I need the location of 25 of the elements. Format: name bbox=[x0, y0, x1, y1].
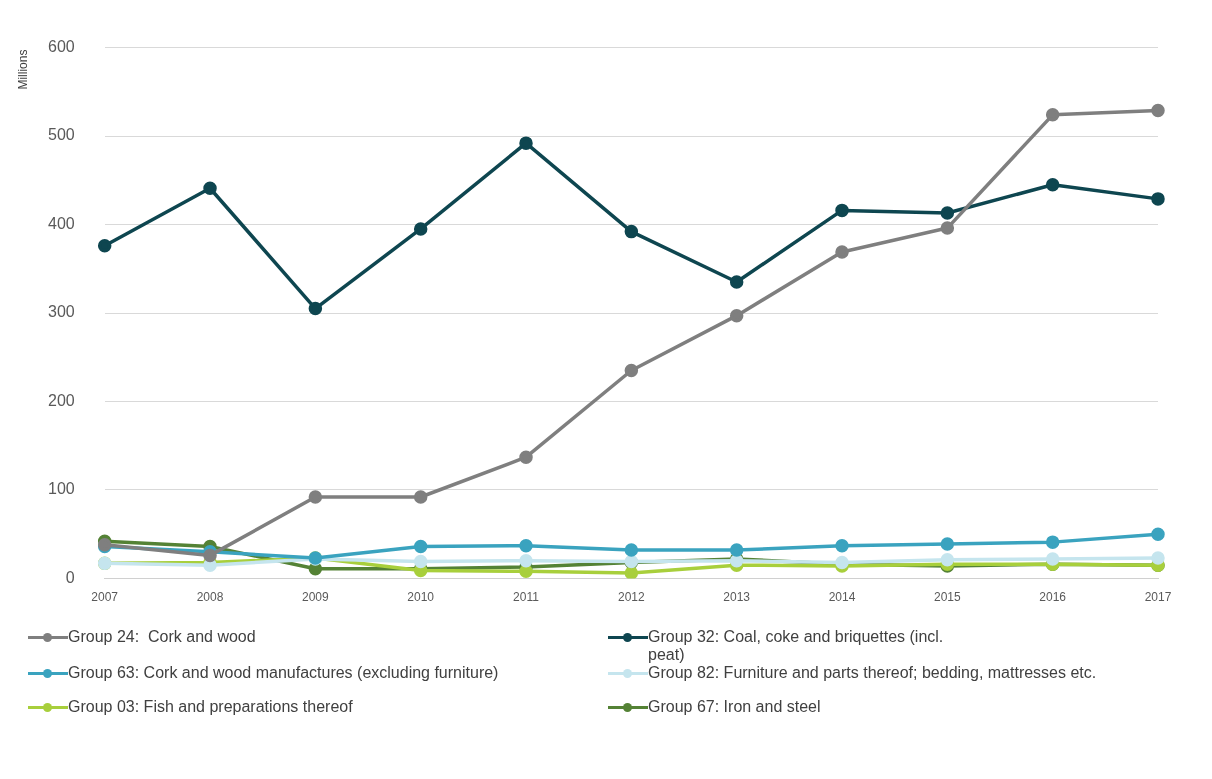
y-tick-label: 100 bbox=[47, 480, 75, 498]
legend-label: Group 63: Cork and wood manufactures (excluding furniture) bbox=[68, 664, 499, 682]
legend-label: Group 03: Fish and preparations thereof bbox=[68, 698, 353, 716]
x-tick-label: 2017 bbox=[1144, 589, 1172, 604]
x-tick-label: 2008 bbox=[196, 589, 224, 604]
y-axis-title: Millions bbox=[16, 49, 31, 90]
legend-label: Group 67: Iron and steel bbox=[648, 698, 821, 716]
x-tick-label: 2013 bbox=[723, 589, 751, 604]
x-tick-label: 2011 bbox=[513, 589, 540, 604]
y-tick-label: 300 bbox=[47, 303, 75, 321]
legend-label: Group 24: Cork and wood bbox=[68, 628, 256, 646]
y-tick-label: 200 bbox=[47, 391, 75, 409]
y-tick-label: 500 bbox=[47, 126, 75, 144]
x-tick-label: 2014 bbox=[828, 589, 856, 604]
x-tick-label: 2015 bbox=[933, 589, 962, 604]
x-tick-label: 2007 bbox=[91, 589, 119, 604]
y-tick-label: 600 bbox=[47, 38, 75, 56]
legend-label: Group 82: Furniture and parts thereof; bedding, mattresses etc. bbox=[648, 664, 1097, 682]
y-tick-label: 400 bbox=[47, 214, 75, 232]
x-tick-label: 2010 bbox=[407, 589, 435, 604]
y-tick-label: 0 bbox=[65, 568, 75, 586]
x-tick-label: 2016 bbox=[1039, 589, 1067, 604]
x-tick-label: 2012 bbox=[618, 589, 646, 604]
x-tick-label: 2009 bbox=[302, 589, 330, 604]
legend-label: Group 32: Coal, coke and briquettes (incl. peat) bbox=[648, 628, 945, 664]
